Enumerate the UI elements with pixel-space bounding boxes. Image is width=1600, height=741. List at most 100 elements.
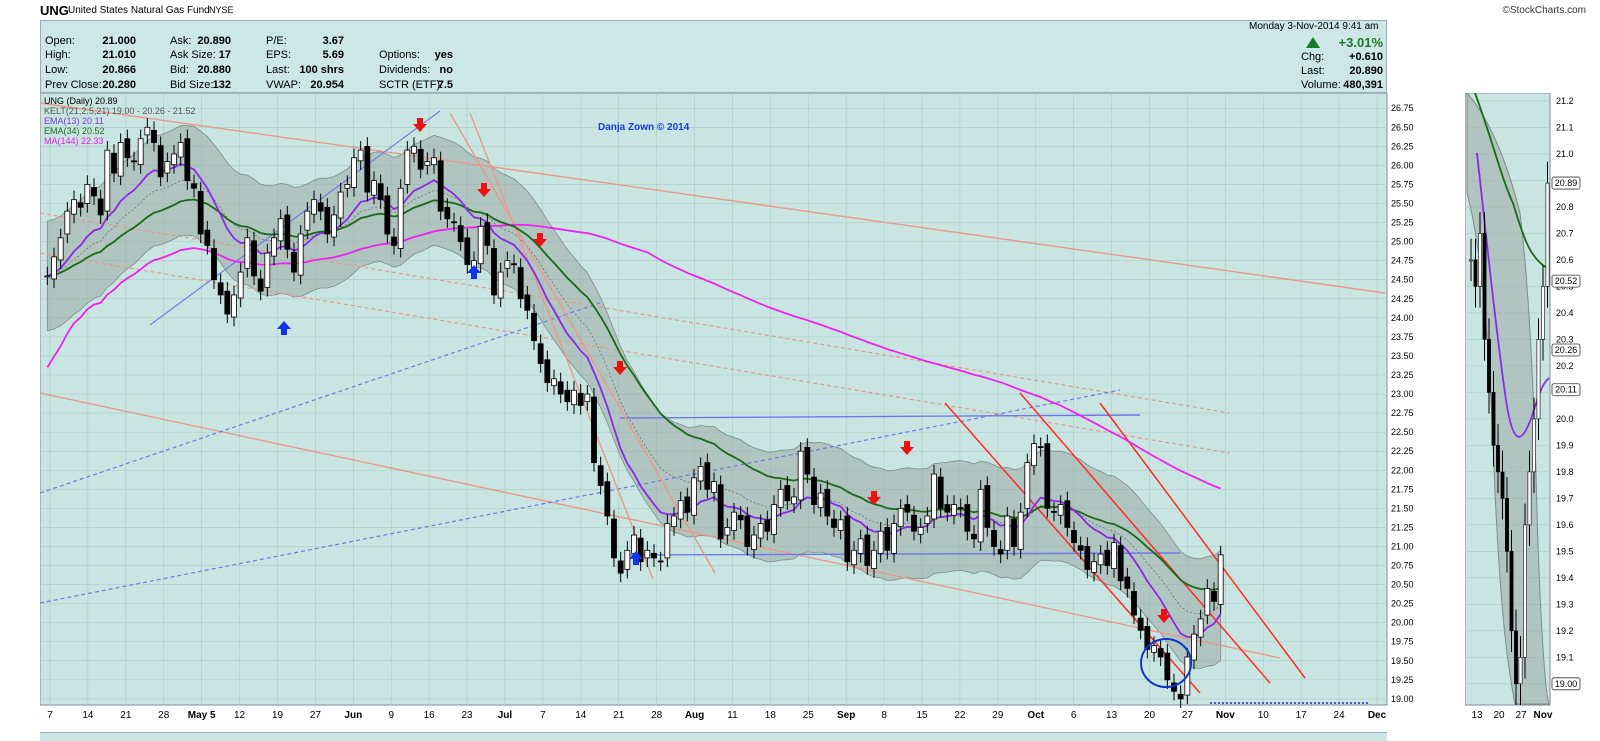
red-arrow-icon — [533, 233, 547, 247]
mini-y-tick-label: 19.7 — [1556, 493, 1574, 503]
quote-value: 7.5 — [437, 79, 453, 91]
candle-body — [864, 534, 871, 566]
mini-candle-body — [1469, 259, 1473, 262]
value-marker-box — [1551, 383, 1581, 397]
candle-body — [551, 378, 557, 387]
quote-label: High: — [45, 49, 71, 61]
candle-body — [1177, 693, 1184, 700]
mini-price-chart[interactable]: 19.00 19.1 19.2 19.3 19.4 19.5 19.6 19.7 19.8 19.… — [1465, 93, 1600, 732]
candle-body — [677, 500, 684, 520]
blue-arrow-icon — [277, 321, 291, 335]
candle-body — [1091, 561, 1097, 573]
candle-body — [904, 504, 911, 513]
candle-body — [1131, 591, 1137, 616]
lower-indicator-strip — [40, 732, 1387, 741]
quote-value: 20.280 — [102, 79, 136, 91]
candle-body — [391, 236, 397, 246]
candle-body — [951, 504, 957, 516]
quote-label: EPS: — [266, 49, 292, 61]
x-tick-label: 28 — [651, 710, 663, 721]
y-tick-label: 22.50 — [1391, 427, 1414, 437]
candle-body — [284, 214, 291, 250]
mini-candle-body — [1514, 630, 1518, 685]
candle-body — [71, 199, 77, 215]
trend-line — [40, 392, 1281, 659]
candle-body — [477, 225, 484, 265]
x-tick-label: 25 — [803, 710, 815, 721]
mini-candle-body — [1496, 445, 1500, 473]
red-arrow-icon — [413, 118, 427, 132]
mini-candle-body — [1541, 286, 1545, 340]
candle-body — [1111, 542, 1117, 569]
mini-y-tick-label: 19.6 — [1556, 520, 1574, 530]
candle-body — [251, 240, 257, 277]
x-tick-label: 22 — [954, 710, 966, 721]
candle-body — [404, 149, 411, 185]
red-arrow-icon — [900, 441, 914, 455]
candle-body — [64, 210, 71, 235]
candle-body — [851, 549, 857, 566]
quote-value: 21.010 — [102, 49, 136, 61]
x-tick-label: Jun — [344, 710, 362, 721]
candle-body — [871, 549, 877, 569]
y-tick-label: 20.75 — [1391, 561, 1414, 571]
trend-line — [449, 112, 716, 574]
red-arrow-icon — [1157, 609, 1171, 623]
mini-y-tick-label: 19.8 — [1556, 467, 1574, 477]
candle-body — [451, 221, 457, 224]
change-percent: +3.01% — [1338, 35, 1383, 50]
y-tick-label: 22.75 — [1391, 408, 1414, 418]
x-tick-label: 9 — [388, 710, 394, 721]
y-tick-label: 25.25 — [1391, 218, 1414, 228]
candle-body — [624, 549, 631, 570]
mini-candle-body — [1532, 418, 1536, 473]
quote-value: 480,391 — [1343, 79, 1383, 91]
trend-line — [469, 112, 654, 580]
legend-ma144: MA(144) 22.33 — [44, 136, 104, 146]
value-marker-label: 20.11 — [1555, 385, 1577, 395]
ma144-line — [46, 223, 1222, 490]
candle-body — [724, 527, 731, 536]
candle-body — [271, 237, 277, 257]
candle-body — [911, 514, 917, 532]
x-tick-label: 10 — [1258, 710, 1270, 721]
stockcharts-credit[interactable]: ©StockCharts.com — [1502, 5, 1586, 16]
x-tick-label: 18 — [765, 710, 777, 721]
y-tick-label: 20.50 — [1391, 580, 1414, 590]
candle-body — [484, 222, 491, 246]
candle-body — [177, 142, 184, 158]
author-signature: Danja Zown © 2014 — [598, 122, 690, 133]
candle-body — [764, 519, 771, 532]
candle-body — [584, 393, 591, 403]
x-tick-label: 29 — [992, 710, 1004, 721]
candle-body — [77, 202, 84, 208]
quote-value: 20.866 — [102, 64, 136, 76]
trend-line — [40, 252, 1231, 454]
quote-panel: Open: 21.000 High: 21.010 Low: 20.866 Pr… — [40, 20, 1387, 93]
x-tick-label: 14 — [82, 710, 94, 721]
candle-body — [1204, 587, 1211, 616]
y-tick-label: 26.00 — [1391, 160, 1414, 170]
candle-body — [311, 199, 317, 215]
value-marker-label: 20.89 — [1555, 178, 1578, 188]
candle-body — [1197, 618, 1204, 638]
candle-body — [157, 145, 164, 178]
candle-body — [971, 533, 977, 540]
main-price-chart[interactable]: 7 14 21 28 May 5 12 19 27 Jun 9 16 23 Jul 7 14 21 28 Aug 1… — [40, 93, 1422, 732]
candle-body — [931, 473, 937, 520]
candle-body — [224, 290, 231, 315]
candle-body — [1024, 462, 1031, 509]
trend-line — [149, 110, 441, 326]
x-tick-label: 7 — [540, 710, 546, 721]
x-tick-label: 27 — [1182, 710, 1194, 721]
value-marker-box — [1551, 176, 1581, 190]
candle-body — [531, 312, 537, 342]
y-tick-label: 24.50 — [1391, 275, 1414, 285]
x-tick-label: Nov — [1216, 710, 1235, 721]
red-arrow-icon — [477, 183, 491, 197]
candle-body — [711, 481, 717, 493]
candle-body — [1017, 511, 1024, 550]
candle-body — [411, 145, 417, 154]
mini-candle-body — [1473, 259, 1478, 287]
fund-name: United States Natural Gas Fund — [68, 5, 210, 16]
